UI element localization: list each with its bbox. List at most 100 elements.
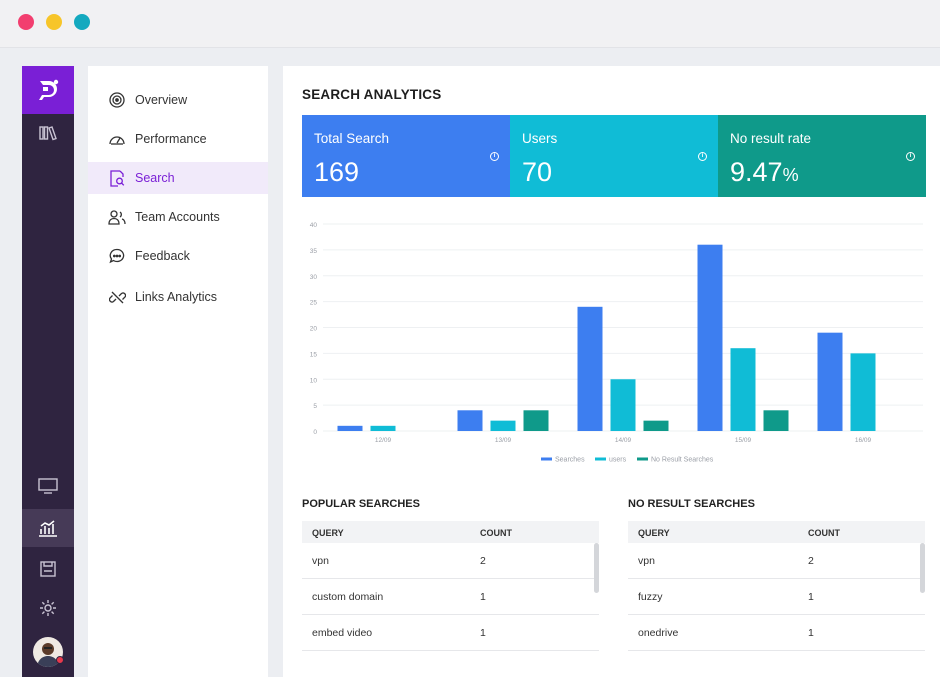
nav-item-label: Performance — [135, 132, 207, 146]
table-header: QUERY COUNT — [628, 521, 925, 543]
no-result-rate-card: No result rate 9.47% i — [718, 115, 926, 197]
section-nav: Overview Performance Search Team Account… — [88, 66, 268, 677]
nav-item-label: Links Analytics — [135, 290, 217, 304]
bar-searches — [697, 244, 723, 431]
count-cell: 2 — [480, 555, 486, 567]
count-cell: 1 — [808, 591, 814, 603]
y-tick-label: 40 — [310, 222, 318, 229]
page-title: SEARCH ANALYTICS — [302, 87, 442, 102]
table-row[interactable]: vpn 2 — [302, 543, 599, 579]
legend-swatch — [637, 457, 648, 461]
table-row[interactable]: fuzzy 1 — [628, 579, 925, 615]
bar-users — [850, 353, 876, 431]
nav-item-performance[interactable]: Performance — [88, 123, 268, 155]
x-tick-label: 15/09 — [735, 437, 752, 444]
no-result-searches-table: QUERY COUNT vpn 2 fuzzy 1 onedrive 1 — [628, 521, 925, 651]
query-cell: custom domain — [312, 591, 384, 603]
save-icon[interactable] — [22, 550, 74, 588]
table-row[interactable]: embed video 1 — [302, 615, 599, 651]
y-tick-label: 25 — [310, 300, 318, 307]
nav-item-label: Feedback — [135, 249, 190, 263]
link-icon — [108, 288, 126, 306]
nav-item-label: Overview — [135, 93, 188, 107]
total-search-card: Total Search 169 i — [302, 115, 510, 197]
main-panel: SEARCH ANALYTICS Total Search 169 i User… — [283, 66, 940, 677]
search-doc-icon — [108, 169, 126, 187]
card-value: 70 — [522, 157, 553, 187]
y-tick-label: 10 — [310, 377, 318, 384]
table-row[interactable]: vpn 2 — [628, 543, 925, 579]
users-card: Users 70 i — [510, 115, 718, 197]
popular-searches-title: POPULAR SEARCHES — [302, 498, 420, 510]
nav-item-label: Search — [135, 171, 175, 185]
chat-icon — [108, 247, 126, 265]
bar-users — [490, 420, 516, 431]
table-scrollbar[interactable] — [594, 543, 599, 593]
x-tick-label: 14/09 — [615, 437, 632, 444]
monitor-icon[interactable] — [22, 467, 74, 505]
status-badge — [56, 656, 64, 664]
bar-no-result-searches — [643, 420, 669, 431]
query-cell: vpn — [638, 555, 655, 567]
table-row[interactable]: onedrive 1 — [628, 615, 925, 651]
y-tick-label: 35 — [310, 248, 318, 255]
team-icon — [108, 208, 126, 226]
bar-no-result-searches — [763, 410, 789, 431]
icon-rail — [22, 66, 74, 677]
nav-item-team-accounts[interactable]: Team Accounts — [88, 201, 268, 233]
card-label: Users — [522, 131, 558, 146]
analytics-icon[interactable] — [22, 509, 74, 547]
column-header-count[interactable]: COUNT — [480, 528, 512, 538]
logo-icon[interactable] — [22, 66, 74, 114]
close-window-button[interactable] — [18, 14, 34, 30]
table-row[interactable]: custom domain 1 — [302, 579, 599, 615]
card-value: 169 — [314, 157, 360, 187]
popular-searches-table: QUERY COUNT vpn 2 custom domain 1 embed … — [302, 521, 599, 651]
bar-searches — [817, 332, 843, 431]
query-cell: fuzzy — [638, 591, 663, 603]
gauge-icon — [108, 130, 126, 148]
query-cell: embed video — [312, 627, 373, 639]
bar-no-result-searches — [523, 410, 549, 431]
search-analytics-chart: 0 5 10 15 20 25 30 35 40 12/09 13/09 14/09 15/09 16/0… — [310, 222, 923, 464]
nav-item-links-analytics[interactable]: Links Analytics — [88, 281, 268, 313]
bar-searches — [457, 410, 483, 431]
nav-item-feedback[interactable]: Feedback — [88, 240, 268, 272]
nav-item-label: Team Accounts — [135, 210, 220, 224]
column-header-query[interactable]: QUERY — [312, 528, 344, 538]
library-icon[interactable] — [22, 114, 74, 152]
y-tick-label: 5 — [313, 403, 317, 410]
gear-icon[interactable] — [22, 589, 74, 627]
card-label: No result rate — [730, 131, 812, 146]
no-result-searches-title: NO RESULT SEARCHES — [628, 498, 755, 510]
window-titlebar — [0, 0, 940, 48]
x-tick-label: 13/09 — [495, 437, 512, 444]
y-tick-label: 15 — [310, 351, 318, 358]
info-icon[interactable]: i — [906, 152, 915, 161]
target-icon — [108, 91, 126, 109]
column-header-query[interactable]: QUERY — [638, 528, 670, 538]
query-cell: onedrive — [638, 627, 679, 639]
y-tick-label: 30 — [310, 274, 318, 281]
legend-label: Searches — [555, 457, 585, 464]
legend-swatch — [595, 457, 606, 461]
maximize-window-button[interactable] — [74, 14, 90, 30]
minimize-window-button[interactable] — [46, 14, 62, 30]
legend-label: No Result Searches — [651, 457, 714, 464]
card-label: Total Search — [314, 131, 390, 146]
bar-searches — [337, 425, 363, 431]
info-icon[interactable]: i — [698, 152, 707, 161]
nav-item-overview[interactable]: Overview — [88, 84, 268, 116]
column-header-count[interactable]: COUNT — [808, 528, 840, 538]
table-scrollbar[interactable] — [920, 543, 925, 593]
count-cell: 2 — [808, 555, 814, 567]
info-icon[interactable]: i — [490, 152, 499, 161]
bar-users — [730, 348, 756, 431]
y-tick-label: 20 — [310, 326, 318, 333]
legend-swatch — [541, 457, 552, 461]
y-tick-label: 0 — [313, 429, 317, 436]
bar-users — [610, 379, 636, 431]
legend-label: users — [609, 457, 627, 464]
nav-item-search[interactable]: Search — [88, 162, 268, 194]
avatar[interactable] — [33, 637, 63, 667]
